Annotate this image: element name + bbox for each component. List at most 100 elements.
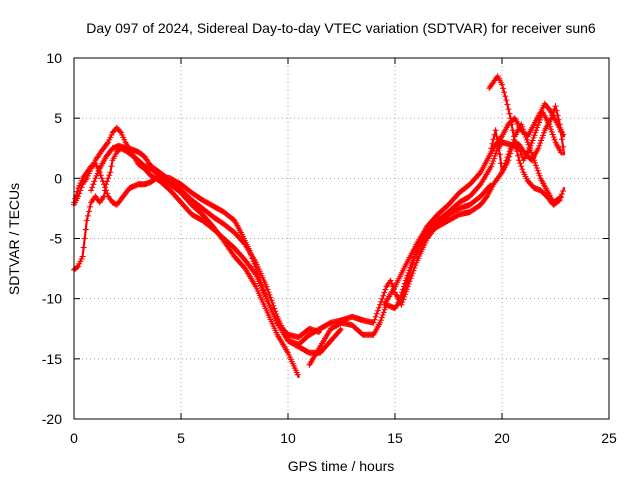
data-point-marker (503, 157, 510, 164)
data-point-marker (528, 140, 535, 147)
data-point-marker (398, 292, 405, 299)
data-point-marker (489, 160, 496, 167)
data-point-marker (261, 290, 268, 297)
series-line (72, 162, 343, 354)
data-point-marker (540, 129, 547, 136)
data-point-marker (529, 137, 536, 144)
data-point-marker (102, 184, 108, 191)
data-point-marker (498, 134, 504, 141)
data-point-marker (396, 298, 403, 305)
data-point-marker (499, 169, 505, 176)
data-point-marker (101, 181, 107, 188)
data-point-marker (98, 175, 105, 182)
y-tick-labels: -20 -15 -10 -5 0 5 10 (42, 50, 62, 427)
data-point-marker (528, 149, 535, 156)
data-point-marker (501, 89, 508, 96)
data-point-marker (263, 283, 270, 290)
data-point-marker (535, 170, 542, 177)
axis-ticks (73, 57, 610, 420)
data-point-marker (81, 235, 88, 242)
series-line (72, 147, 300, 378)
data-point-marker (501, 163, 508, 170)
data-point-marker (537, 140, 544, 147)
series-arc-4 (88, 142, 494, 348)
data-point-marker (531, 132, 538, 139)
y-tick-label: -20 (42, 411, 62, 427)
data-point-marker (106, 172, 113, 179)
data-point-marker (532, 129, 539, 136)
data-point-marker (535, 145, 542, 152)
data-point-marker (492, 153, 498, 159)
data-point-marker (104, 190, 111, 197)
data-point-marker (268, 297, 275, 304)
y-tick-label: -5 (50, 231, 63, 247)
x-tick-label: 10 (280, 430, 296, 446)
data-point-marker (259, 285, 266, 291)
x-axis-label: GPS time / hours (288, 458, 395, 474)
data-point-marker (99, 178, 106, 185)
data-point-marker (88, 187, 95, 194)
data-point-marker (399, 289, 405, 296)
data-point-marker (373, 310, 380, 317)
data-point-marker (506, 148, 513, 155)
data-point-marker (502, 93, 509, 100)
data-point-marker (550, 109, 557, 116)
data-point-marker (262, 293, 269, 299)
data-point-marker (382, 286, 389, 293)
data-point-marker (105, 175, 112, 182)
data-point-marker (397, 295, 404, 302)
data-point-marker (80, 244, 87, 251)
data-point-marker (518, 163, 525, 170)
data-point-marker (381, 289, 388, 296)
data-point-marker (378, 314, 385, 321)
series-arc-5 (306, 109, 564, 368)
data-point-marker (532, 162, 539, 169)
data-point-marker (553, 107, 560, 114)
data-point-marker (273, 311, 280, 317)
series-arc-9 (488, 103, 566, 176)
data-point-marker (269, 300, 276, 306)
data-point-marker (499, 81, 505, 88)
data-point-marker (488, 145, 495, 152)
data-point-marker (558, 191, 565, 197)
data-point-marker (374, 307, 381, 314)
data-point-marker (556, 197, 563, 203)
data-point-marker (515, 152, 521, 159)
data-point-marker (401, 280, 408, 287)
data-point-marker (372, 313, 379, 320)
data-point-marker (493, 133, 500, 140)
data-point-marker (104, 140, 111, 147)
data-point-marker (108, 163, 115, 170)
y-axis-label: SDTVAR / TECUs (6, 183, 22, 295)
data-point-marker (371, 316, 378, 323)
data-point-marker (103, 187, 110, 194)
data-point-marker (255, 271, 261, 278)
data-point-marker (337, 326, 344, 333)
series-arc-1 (71, 145, 301, 378)
data-point-marker (375, 304, 382, 311)
data-point-marker (79, 253, 86, 260)
data-point-marker (491, 155, 498, 162)
data-point-marker (517, 160, 524, 167)
data-point-marker (402, 277, 409, 284)
data-point-marker (505, 151, 512, 158)
data-point-marker (492, 127, 499, 134)
data-point-marker (547, 126, 554, 133)
data-point-marker (380, 309, 387, 316)
data-point-marker (490, 136, 497, 143)
data-point-marker (405, 269, 412, 276)
y-tick-label: 5 (54, 110, 62, 126)
data-point-marker (90, 181, 97, 188)
data-point-marker (558, 136, 565, 143)
data-point-marker (86, 208, 92, 215)
data-point-marker (504, 154, 511, 161)
data-point-marker (406, 267, 413, 274)
data-point-marker (510, 133, 517, 140)
data-point-marker (407, 264, 414, 271)
data-point-marker (370, 319, 377, 326)
data-point-marker (526, 144, 533, 151)
data-point-marker (272, 308, 279, 315)
data-point-marker (557, 194, 564, 200)
data-point-marker (519, 166, 526, 173)
